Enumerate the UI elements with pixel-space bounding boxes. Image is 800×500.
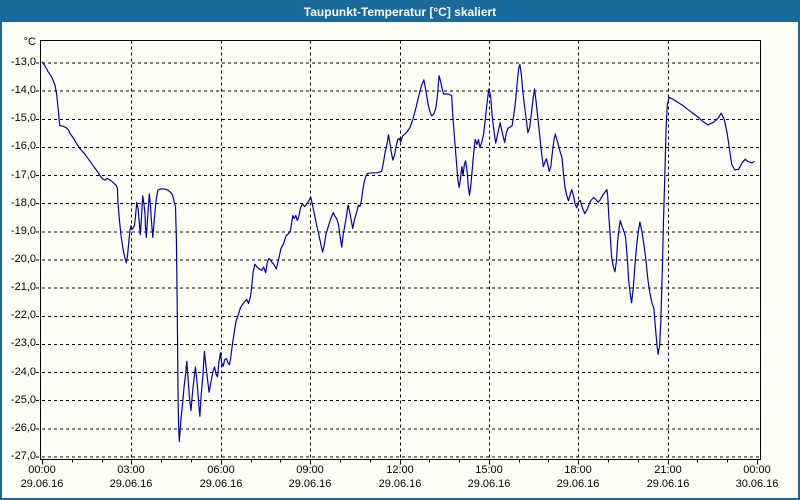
- x-axis-label: 21:00 29.06.16: [636, 463, 700, 491]
- y-axis-label: -20,0: [10, 253, 36, 265]
- title-bar: Taupunkt-Temperatur [°C] skaliert: [2, 2, 798, 22]
- x-tick-time: 03:00: [117, 464, 145, 476]
- x-tick-date: 29.06.16: [288, 478, 332, 490]
- y-axis-label: -26,0: [10, 422, 36, 434]
- x-tick-time: 18:00: [564, 464, 592, 476]
- temperature-line: [41, 61, 755, 443]
- x-tick-time: 06:00: [207, 464, 235, 476]
- x-axis-label: 15:00 29.06.16: [457, 463, 521, 491]
- y-axis-label: -15,0: [10, 112, 36, 124]
- y-axis-label: -16,0: [10, 140, 36, 152]
- y-axis-label: -13,0: [10, 56, 36, 68]
- y-axis-label: -21,0: [10, 281, 36, 293]
- x-axis-label: 09:00 29.06.16: [278, 463, 342, 491]
- x-tick-date: 29.06.16: [378, 478, 422, 490]
- x-tick-time: 00:00: [28, 464, 56, 476]
- x-tick-date: 29.06.16: [556, 478, 600, 490]
- y-axis-label: -22,0: [10, 309, 36, 321]
- x-tick-date: 29.06.16: [646, 478, 690, 490]
- x-tick-time: 21:00: [654, 464, 682, 476]
- y-axis-label: -17,0: [10, 169, 36, 181]
- y-axis-label: -19,0: [10, 225, 36, 237]
- y-axis-label: -25,0: [10, 394, 36, 406]
- y-axis-label: -23,0: [10, 337, 36, 349]
- x-axis-label: 00:00 30.06.16: [725, 463, 789, 491]
- x-tick-date: 29.06.16: [199, 478, 243, 490]
- x-axis-label: 03:00 29.06.16: [99, 463, 163, 491]
- x-tick-date: 29.06.16: [20, 478, 64, 490]
- x-tick-date: 29.06.16: [109, 478, 153, 490]
- y-axis-unit: °C: [23, 36, 36, 48]
- window-title: Taupunkt-Temperatur [°C] skaliert: [303, 5, 497, 19]
- x-axis-label: 18:00 29.06.16: [546, 463, 610, 491]
- x-tick-date: 30.06.16: [735, 478, 779, 490]
- x-axis-label: 00:00 29.06.16: [10, 463, 74, 491]
- y-axis-label: -18,0: [10, 197, 36, 209]
- x-tick-date: 29.06.16: [467, 478, 511, 490]
- y-axis-label: -14,0: [10, 84, 36, 96]
- x-axis-label: 12:00 29.06.16: [368, 463, 432, 491]
- y-axis-label: -24,0: [10, 366, 36, 378]
- x-tick-time: 15:00: [475, 464, 503, 476]
- x-tick-time: 09:00: [296, 464, 324, 476]
- x-tick-time: 12:00: [386, 464, 414, 476]
- chart-area: °C -13,0 -14,0 -15,0 -16,0 -17,0 -18,0 -19,0 -20…: [2, 22, 798, 498]
- x-axis-label: 06:00 29.06.16: [189, 463, 253, 491]
- x-tick-time: 00:00: [743, 464, 771, 476]
- y-axis-label: -27,0: [10, 450, 36, 462]
